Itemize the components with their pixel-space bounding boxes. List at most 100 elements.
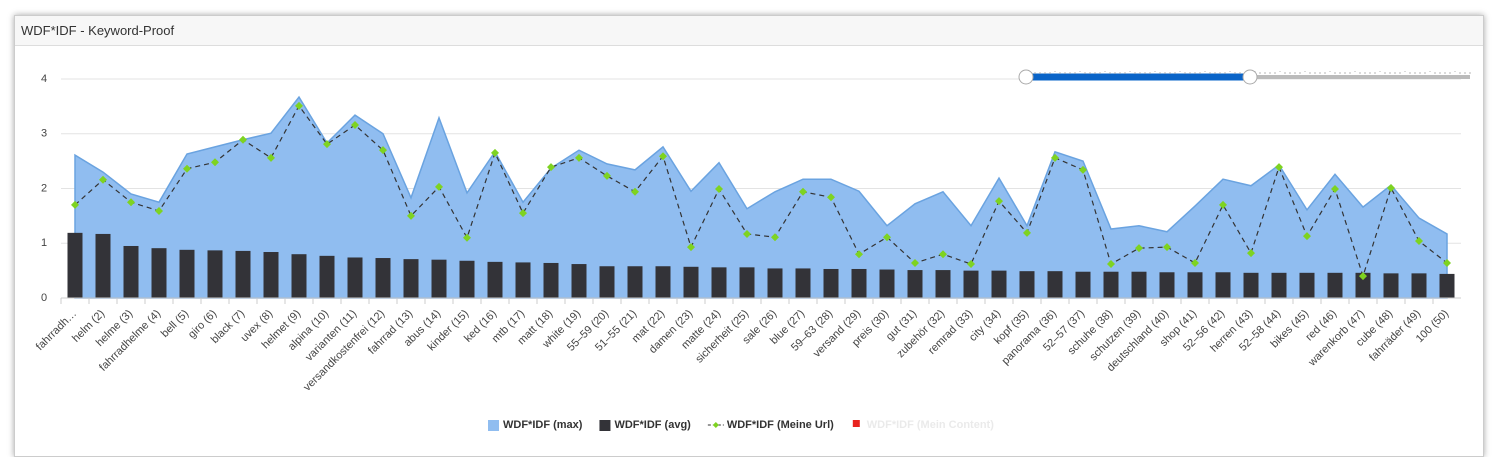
marker	[323, 140, 331, 149]
marker	[155, 206, 163, 215]
slider-ticks	[1029, 71, 1471, 74]
bar	[627, 266, 643, 298]
legend-label: WDF*IDF (Mein Content)	[867, 419, 994, 431]
marker	[1415, 237, 1423, 246]
marker	[1107, 260, 1115, 269]
x-tick-label: fahrradh…	[34, 308, 79, 353]
y-tick-label: 1	[41, 237, 47, 249]
bar	[1327, 272, 1343, 298]
bar	[1187, 272, 1203, 298]
bar	[711, 267, 727, 298]
marker	[1443, 258, 1451, 267]
marker	[659, 152, 667, 161]
area	[74, 95, 1448, 299]
marker	[575, 153, 583, 162]
marker	[799, 187, 807, 196]
bar	[515, 262, 531, 298]
slider-handle[interactable]	[1018, 69, 1034, 85]
bar	[1383, 273, 1399, 298]
line	[74, 104, 1448, 279]
marker	[379, 146, 387, 155]
marker	[771, 233, 779, 242]
marker	[295, 101, 303, 110]
marker	[71, 200, 79, 209]
y-tick-label: 0	[41, 292, 47, 304]
bar	[1019, 271, 1035, 298]
bar	[907, 270, 923, 298]
x-tick-label: bell (5)	[159, 308, 191, 340]
bar	[543, 262, 559, 298]
marker	[491, 148, 499, 157]
marker	[911, 258, 919, 267]
marker	[827, 193, 835, 202]
marker	[1331, 185, 1339, 194]
bar	[235, 250, 251, 298]
marker	[687, 243, 695, 252]
marker	[267, 153, 275, 162]
bar	[1439, 273, 1455, 298]
bar	[347, 257, 363, 298]
marker	[631, 187, 639, 196]
legend-swatch	[599, 420, 611, 431]
bar	[431, 259, 447, 298]
bar	[963, 270, 979, 298]
bar	[263, 252, 279, 298]
marker	[1135, 244, 1143, 253]
marker	[855, 250, 863, 259]
marker	[127, 198, 135, 207]
legend-label: WDF*IDF (Meine Url)	[727, 419, 834, 431]
bar	[319, 255, 335, 298]
slider-handle[interactable]	[1242, 69, 1258, 85]
bar	[767, 268, 783, 298]
marker	[967, 260, 975, 269]
bar	[207, 250, 223, 298]
marker	[715, 185, 723, 194]
marker	[1079, 165, 1087, 174]
page: WDF*IDF - Keyword-Proof 0 1 2 3 4 fahrradh… he…	[14, 15, 1484, 457]
marker	[1359, 272, 1367, 281]
bar	[599, 266, 615, 298]
marker	[183, 164, 191, 173]
panel-title: WDF*IDF - Keyword-Proof	[15, 16, 1483, 46]
legend-swatch	[488, 420, 499, 431]
marker	[1387, 183, 1395, 192]
bar	[67, 232, 83, 298]
marker	[1303, 232, 1311, 241]
legend-marker	[712, 422, 719, 428]
y-tick-label: 3	[41, 128, 47, 140]
bar	[1271, 272, 1287, 298]
bar	[459, 260, 475, 298]
marker	[1247, 249, 1255, 258]
marker	[603, 171, 611, 180]
marker	[1275, 163, 1283, 172]
bar	[683, 266, 699, 298]
legend-swatch	[852, 420, 860, 427]
marker	[1051, 153, 1059, 162]
bar	[95, 233, 111, 298]
bar	[795, 268, 811, 298]
marker	[1191, 258, 1199, 267]
marker	[407, 211, 415, 220]
bar	[487, 261, 503, 298]
bar	[1131, 271, 1147, 298]
legend-label: WDF*IDF (max)	[503, 419, 583, 431]
marker	[939, 250, 947, 259]
marker	[743, 229, 751, 238]
marker	[519, 209, 527, 218]
marker	[547, 163, 555, 172]
bar	[1411, 273, 1427, 298]
marker	[99, 175, 107, 184]
bar	[1355, 272, 1371, 298]
bar	[1103, 271, 1119, 298]
marker	[1023, 228, 1031, 237]
marker	[239, 135, 247, 144]
bar	[151, 248, 167, 298]
bar	[291, 254, 307, 298]
legend-label: WDF*IDF (avg)	[614, 419, 691, 431]
range-slider[interactable]	[1018, 69, 1471, 85]
bar	[823, 268, 839, 298]
bar	[1243, 272, 1259, 298]
marker	[995, 197, 1003, 206]
marker	[1163, 243, 1171, 252]
